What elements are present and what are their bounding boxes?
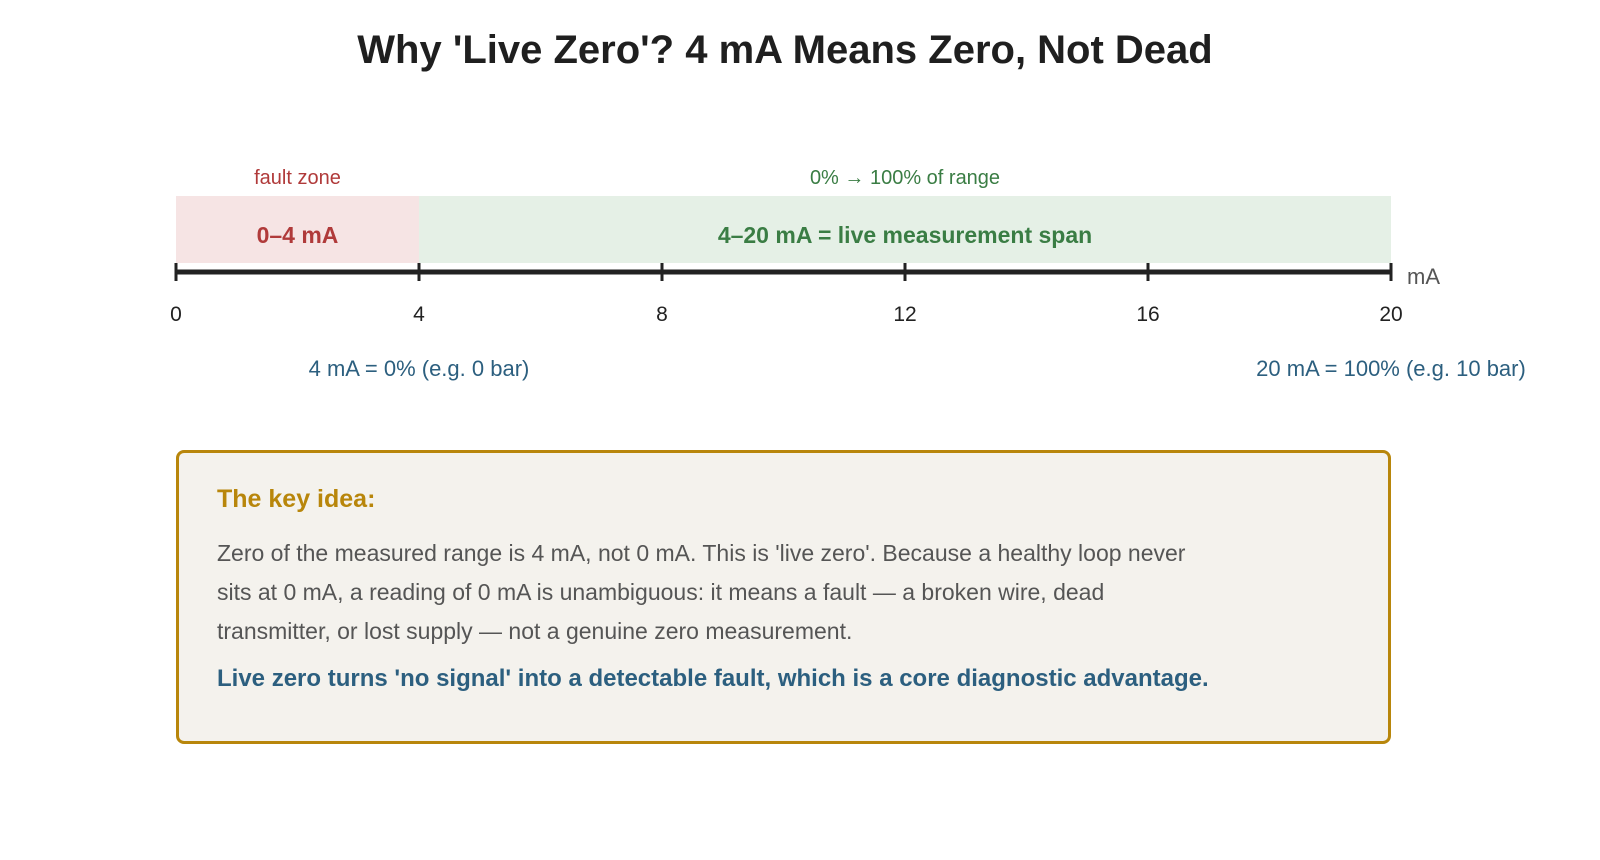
axis-unit-label: mA bbox=[1407, 264, 1440, 289]
key-idea-callout: The key idea: Zero of the measured range… bbox=[176, 450, 1391, 744]
page-title: Why 'Live Zero'? 4 mA Means Zero, Not De… bbox=[357, 28, 1213, 72]
live-zone-inner-label: 4–20 mA = live measurement span bbox=[718, 222, 1092, 248]
axis-tick-label: 0 bbox=[170, 303, 182, 326]
fault-zone-inner-label: 0–4 mA bbox=[257, 222, 339, 248]
live-zone-band bbox=[419, 196, 1391, 263]
current-scale-diagram: fault zone 0–4 mA 0% → 100% of range 4–20 m… bbox=[170, 167, 1526, 381]
callout-heading: The key idea: bbox=[217, 485, 376, 513]
fault-zone-band bbox=[176, 196, 419, 263]
callout-body: Zero of the measured range is 4 mA, not … bbox=[217, 540, 1186, 644]
axis-tick-label: 12 bbox=[893, 303, 916, 326]
scale-annotation: 20 mA = 100% (e.g. 10 bar) bbox=[1256, 356, 1526, 381]
axis-tick-label: 8 bbox=[656, 303, 668, 326]
fault-zone-top-label: fault zone bbox=[254, 167, 341, 189]
axis-tick-label: 16 bbox=[1136, 303, 1159, 326]
scale-annotation: 4 mA = 0% (e.g. 0 bar) bbox=[309, 356, 530, 381]
callout-emphasis: Live zero turns 'no signal' into a detec… bbox=[217, 665, 1209, 692]
axis-tick-label: 4 bbox=[413, 303, 425, 326]
live-zone-top-label: 0% → 100% of range bbox=[810, 167, 1000, 189]
axis-tick-label: 20 bbox=[1379, 303, 1402, 326]
